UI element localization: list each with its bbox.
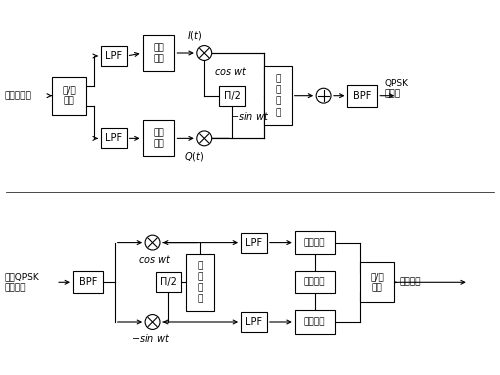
Text: $-$sin $wt$: $-$sin $wt$	[131, 332, 170, 344]
Text: cos $wt$: cos $wt$	[138, 252, 172, 264]
Text: $Q(t)$: $Q(t)$	[184, 150, 204, 163]
Text: BPF: BPF	[78, 277, 97, 287]
Text: LPF: LPF	[105, 134, 122, 143]
Text: cos $wt$: cos $wt$	[214, 65, 248, 77]
Text: 极性
变换: 极性 变换	[153, 128, 164, 148]
Bar	[142, 120, 174, 156]
Bar	[348, 85, 378, 106]
Circle shape	[316, 88, 331, 103]
Text: 相
干
载
波: 相 干 载 波	[275, 75, 280, 117]
Text: 极性
变换: 极性 变换	[153, 43, 164, 63]
Bar	[295, 310, 335, 334]
Text: $-$sin $wt$: $-$sin $wt$	[230, 110, 270, 122]
Text: 载
波
恢
复: 载 波 恢 复	[198, 261, 203, 303]
Text: 抽样判决: 抽样判决	[304, 318, 326, 327]
Circle shape	[145, 235, 160, 250]
Circle shape	[197, 131, 212, 146]
Bar	[241, 312, 267, 332]
Bar	[241, 232, 267, 252]
Text: 还原数据: 还原数据	[399, 278, 420, 287]
Bar	[73, 272, 103, 293]
Bar	[295, 231, 335, 255]
Text: Π/2: Π/2	[224, 91, 240, 101]
Text: Π/2: Π/2	[160, 277, 177, 287]
Text: LPF: LPF	[105, 51, 122, 61]
Text: $I(t)$: $I(t)$	[186, 29, 202, 42]
Bar	[142, 35, 174, 71]
Text: QPSK
制信号: QPSK 制信号	[384, 79, 408, 98]
Circle shape	[197, 45, 212, 60]
Circle shape	[145, 315, 160, 330]
Text: 二进制数据: 二进制数据	[4, 91, 31, 100]
Bar	[264, 66, 292, 126]
Bar	[360, 262, 394, 302]
Text: LPF: LPF	[246, 238, 262, 248]
Text: BPF: BPF	[353, 91, 372, 101]
Bar	[156, 272, 182, 292]
Bar	[219, 86, 245, 106]
Bar	[101, 46, 126, 66]
Bar	[52, 77, 86, 114]
Text: 接收QPSK
调制信号: 接收QPSK 调制信号	[4, 273, 39, 292]
Bar	[101, 129, 126, 148]
Text: LPF: LPF	[246, 317, 262, 327]
Text: 定时信号: 定时信号	[304, 278, 326, 287]
Text: 并/串
转换: 并/串 转换	[370, 272, 384, 292]
Text: 抽样判决: 抽样判决	[304, 238, 326, 247]
Bar	[295, 272, 335, 293]
Bar	[186, 254, 214, 311]
Text: 串/并
转换: 串/并 转换	[62, 86, 76, 106]
